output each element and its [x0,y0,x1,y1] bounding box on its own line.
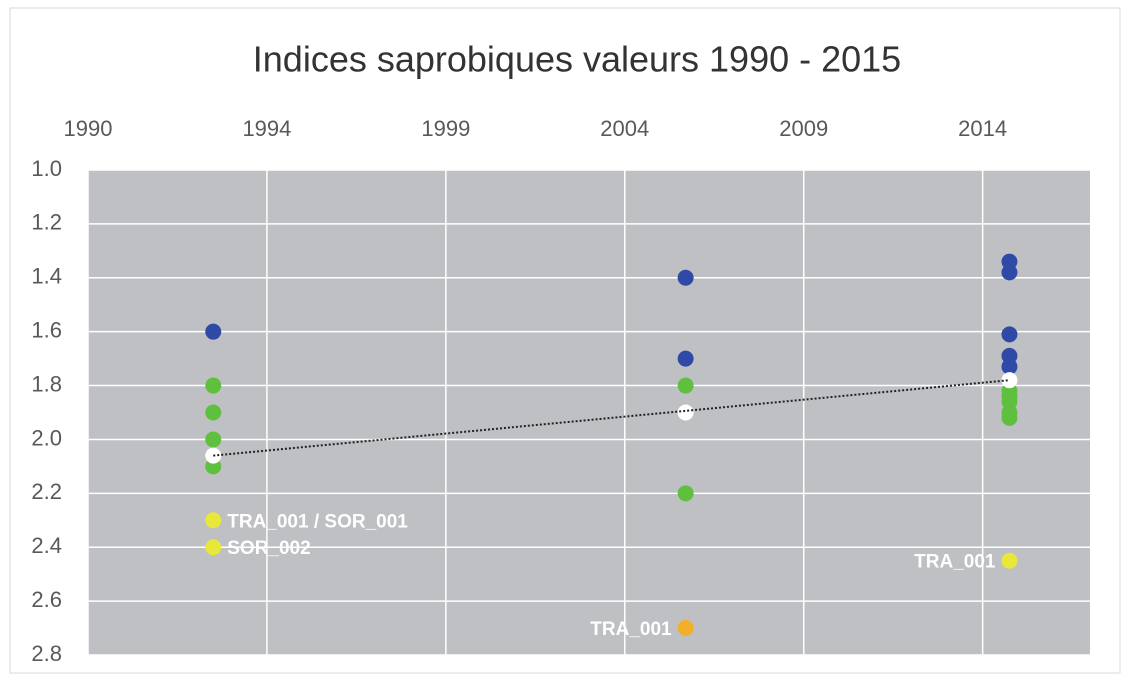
point [205,539,222,556]
point [677,350,694,367]
point [677,377,694,394]
y-tick-label: 1.0 [31,156,62,181]
point [677,404,694,421]
data-label: TRA_001 [590,619,672,640]
plot-area [88,170,1090,655]
point [1001,264,1018,281]
point [205,431,222,448]
point [205,512,222,529]
x-tick-label: 1994 [242,116,291,141]
y-tick-label: 2.6 [31,587,62,612]
x-tick-label: 2004 [600,116,649,141]
x-tick-label: 1999 [421,116,470,141]
point [1001,326,1018,343]
y-tick-label: 1.8 [31,371,62,396]
point [677,269,694,286]
trendline [213,379,1010,457]
x-tick-label: 1990 [64,116,113,141]
point [1001,409,1018,426]
chart-title: Indices saprobiques valeurs 1990 - 2015 [253,39,901,80]
point [677,485,694,502]
y-tick-label: 2.0 [31,425,62,450]
point [205,377,222,394]
point [677,620,694,637]
data-label: TRA_001 / SOR_001 [227,511,408,532]
y-tick-label: 2.4 [31,533,62,558]
data-label: TRA_001 [914,552,996,573]
x-tick-label: 2009 [779,116,828,141]
y-tick-label: 1.2 [31,210,62,235]
y-tick-label: 2.2 [31,479,62,504]
point [1001,552,1018,569]
point [1001,372,1018,389]
data-label: SOR_002 [227,538,310,559]
y-tick-label: 1.4 [31,264,62,289]
x-tick-label: 2014 [958,116,1007,141]
point [205,404,222,421]
point [1001,358,1018,375]
y-tick-label: 1.6 [31,317,62,342]
point [205,323,222,340]
y-tick-label: 2.8 [31,641,62,666]
